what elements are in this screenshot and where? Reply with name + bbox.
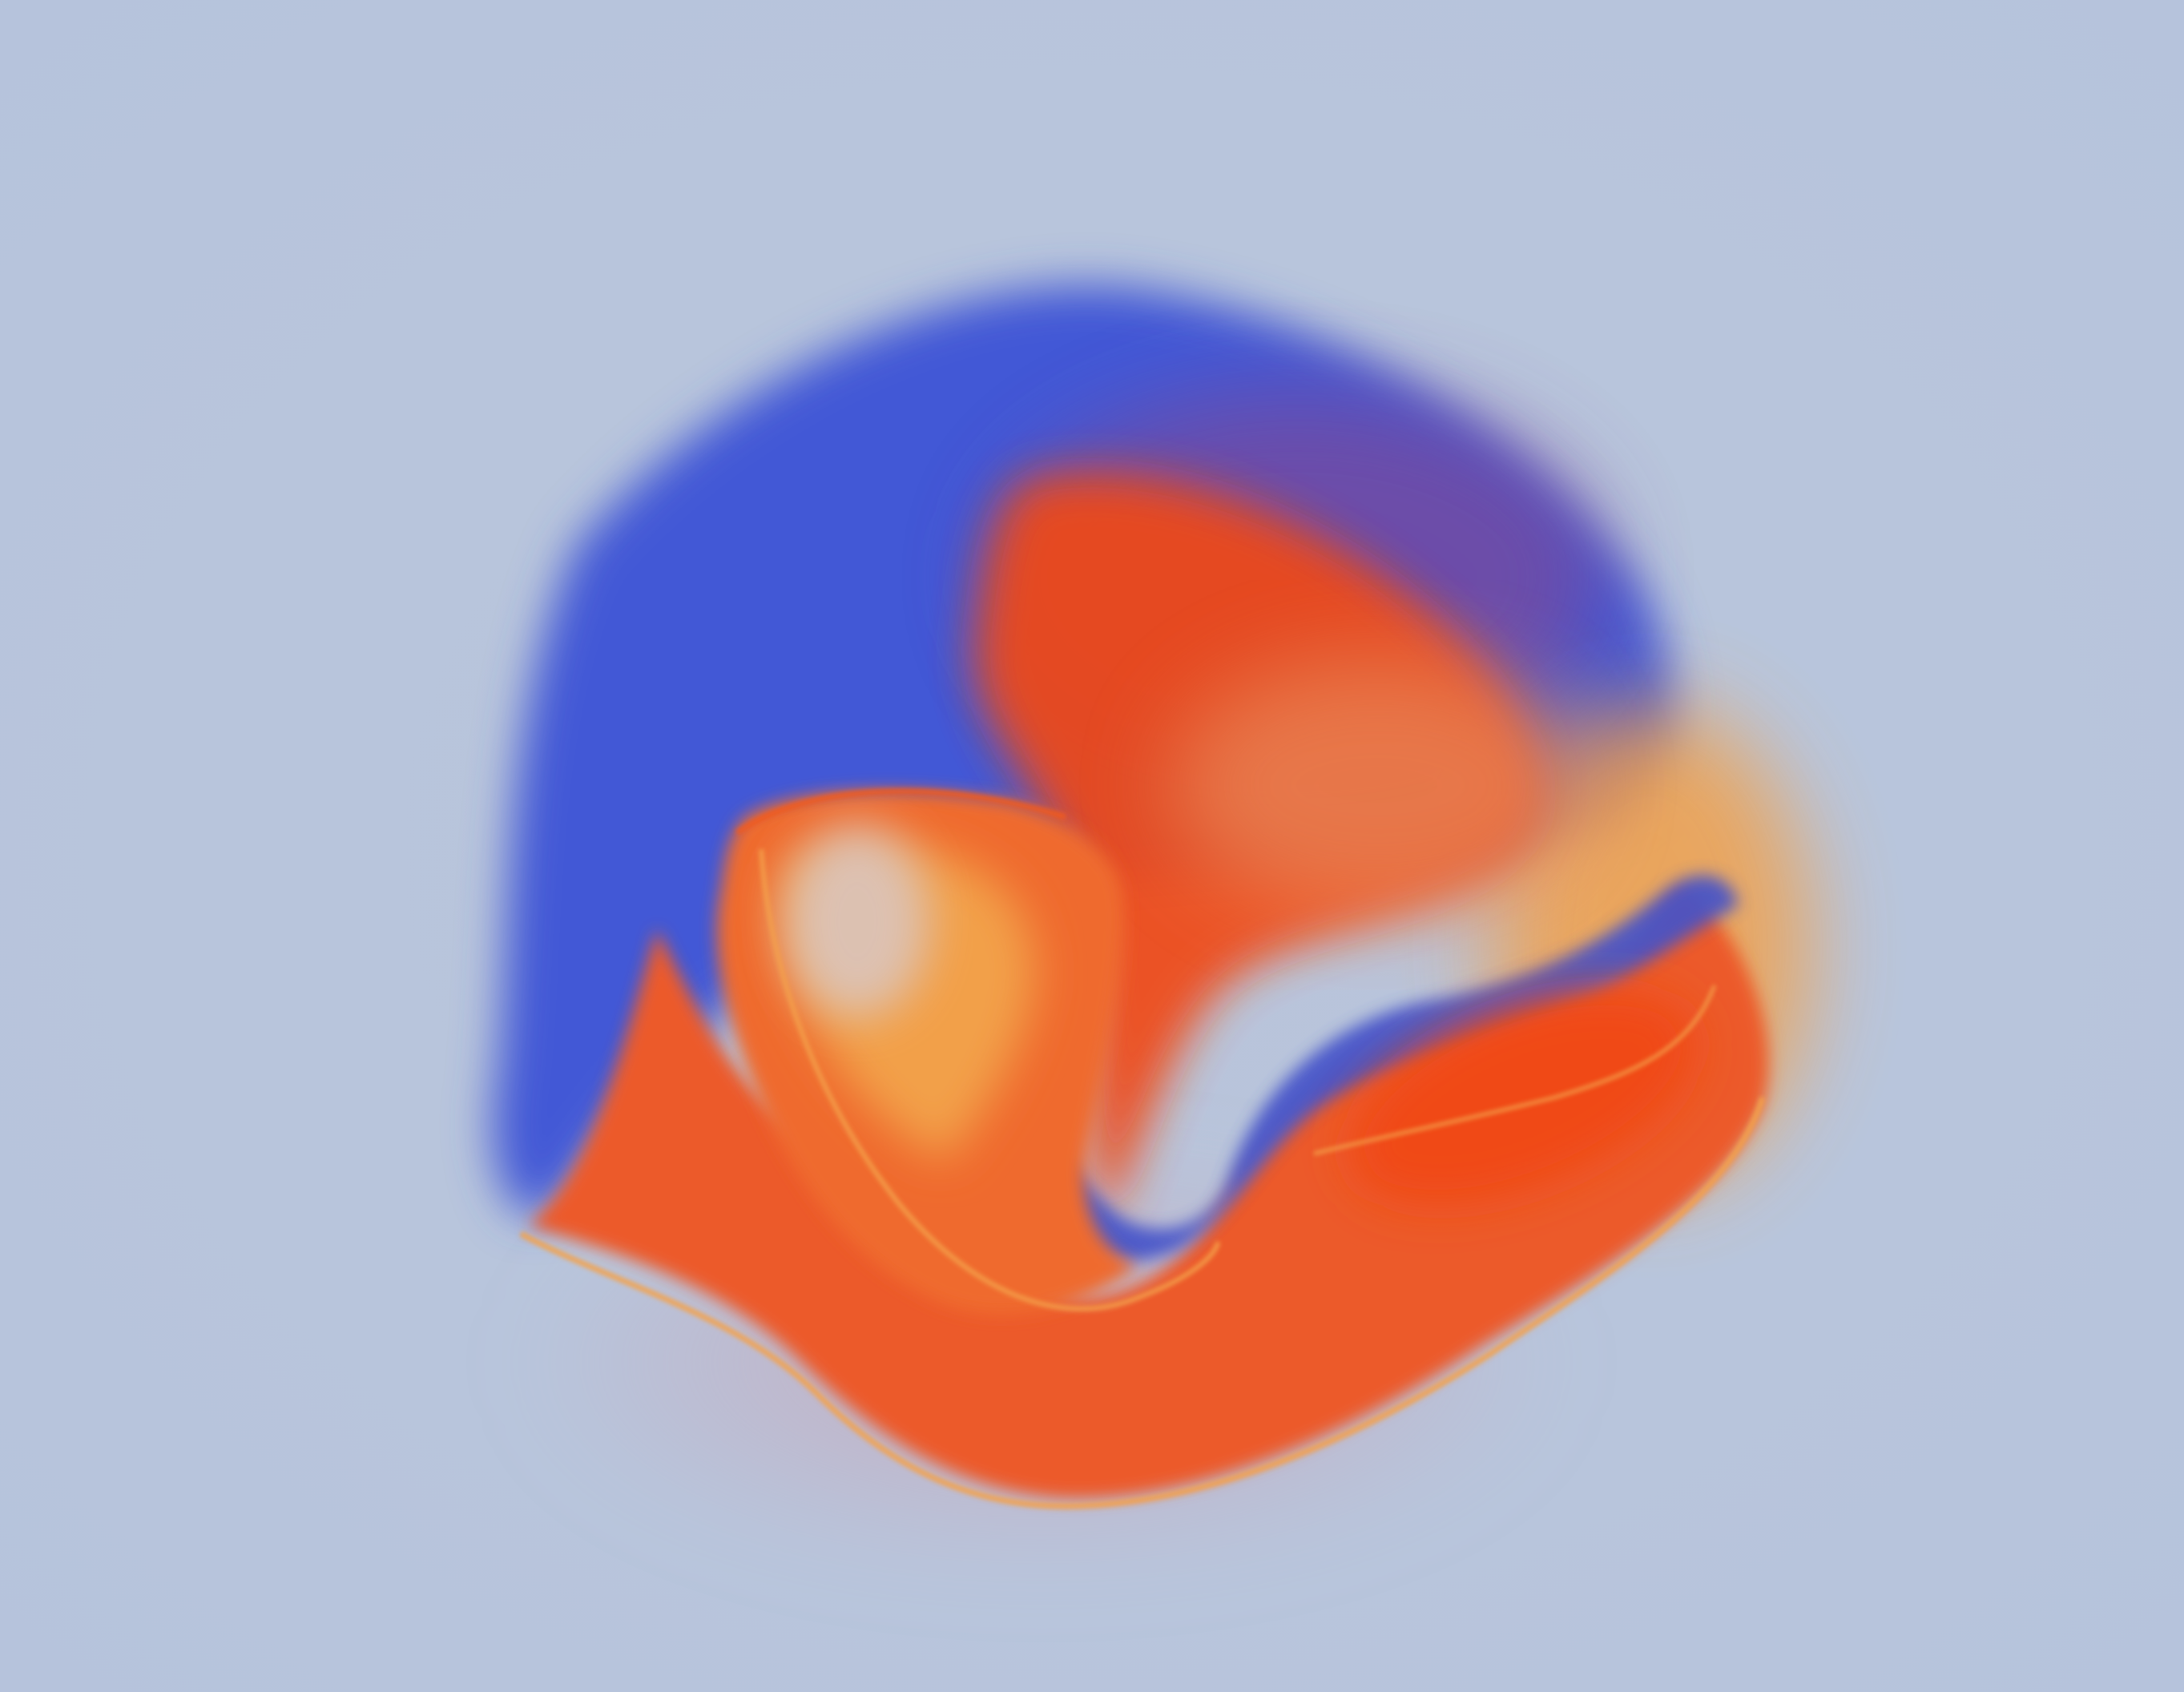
pale-highlight <box>785 825 929 1017</box>
inner-blue-ribbon <box>998 875 1739 1263</box>
rim-line-top-pocket <box>735 788 1067 836</box>
rim-line-outer <box>519 1096 1766 1509</box>
mid-orange-blend <box>1170 657 1586 913</box>
right-red-lobe <box>1348 990 1697 1205</box>
rim-line-inner <box>759 848 1220 1311</box>
rim-line-right <box>1313 985 1717 1156</box>
